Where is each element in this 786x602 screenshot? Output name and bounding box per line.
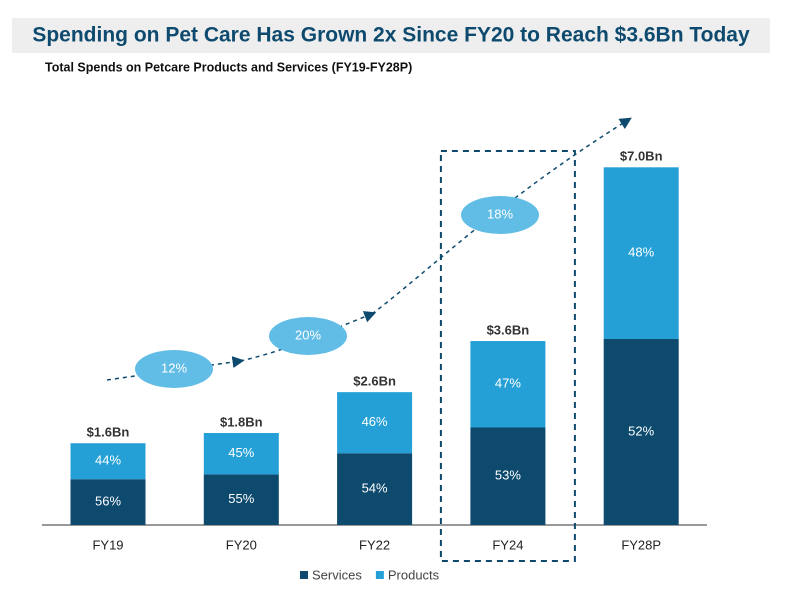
x-tick-label: FY20	[226, 537, 257, 552]
growth-bubble	[269, 317, 347, 355]
bar-segment	[337, 392, 413, 454]
growth-label: 20%	[295, 327, 321, 342]
bar-segment	[203, 433, 279, 475]
legend-label: Services	[312, 567, 362, 582]
x-tick-label: FY22	[359, 537, 390, 552]
growth-label: 12%	[161, 360, 187, 375]
x-tick-label: FY19	[92, 537, 123, 552]
segment-label: 55%	[228, 491, 254, 506]
total-label: $7.0Bn	[620, 149, 663, 164]
segment-label: 44%	[95, 453, 121, 468]
bar-segment	[603, 338, 679, 525]
segment-label: 46%	[362, 414, 388, 429]
segment-label: 53%	[495, 468, 521, 483]
total-label: $2.6Bn	[353, 374, 396, 389]
growth-bubble	[461, 196, 539, 234]
bar-segment	[337, 453, 413, 525]
bar-segment	[603, 167, 679, 339]
chart-subtitle: Total Spends on Petcare Products and Ser…	[45, 60, 412, 74]
total-label: $3.6Bn	[487, 322, 530, 337]
legend-label: Products	[388, 567, 440, 582]
bar-segment	[470, 341, 546, 428]
segment-label: 52%	[628, 423, 654, 438]
chart-title: Spending on Pet Care Has Grown 2x Since …	[32, 24, 750, 47]
legend-swatch	[300, 571, 308, 579]
trend-arrow	[371, 117, 632, 315]
segment-label: 54%	[362, 481, 388, 496]
total-label: $1.8Bn	[220, 414, 263, 429]
total-label: $1.6Bn	[87, 425, 130, 440]
bar-segment	[470, 427, 546, 525]
growth-label: 18%	[487, 206, 513, 221]
segment-label: 47%	[495, 376, 521, 391]
segment-label: 45%	[228, 445, 254, 460]
segment-label: 56%	[95, 494, 121, 509]
growth-bubble	[135, 350, 213, 388]
legend-swatch	[375, 571, 384, 579]
bar-segment	[70, 443, 146, 480]
bar-segment	[70, 479, 146, 525]
bar-segment	[203, 474, 279, 525]
title-band	[12, 18, 770, 53]
x-tick-label: FY24	[492, 537, 523, 552]
segment-label: 48%	[628, 245, 654, 260]
highlight-box	[439, 150, 576, 562]
x-tick-label: FY28P	[621, 537, 661, 552]
